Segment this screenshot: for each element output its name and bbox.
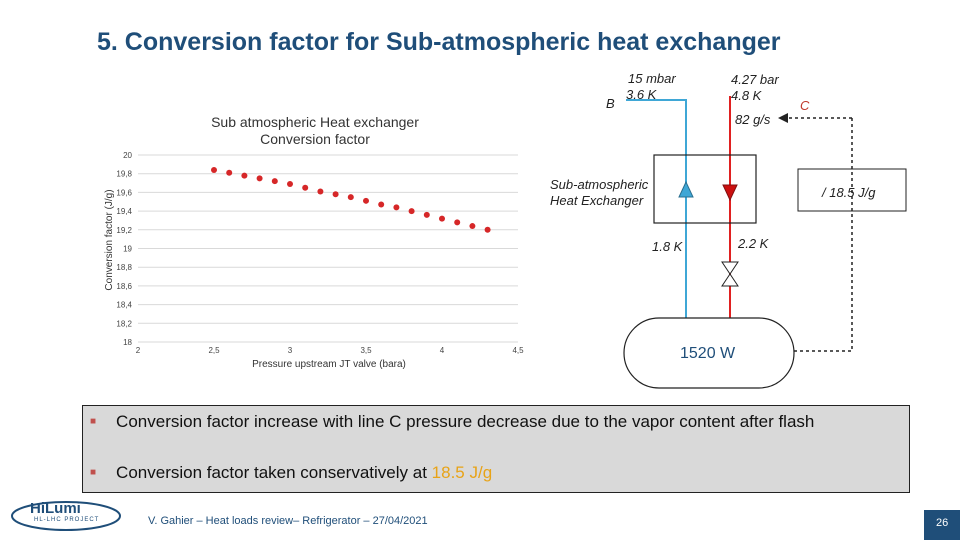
data-point (378, 201, 385, 208)
data-point (469, 223, 476, 230)
bullet-2-highlight: 18.5 J/g (431, 463, 493, 482)
hx-label-line1: Sub-atmospheric (550, 177, 649, 192)
page-number: 26 (936, 517, 949, 529)
bullet-marker: ■ (90, 416, 97, 427)
bullet-1-text: Conversion factor increase with line C p… (116, 412, 815, 431)
helium-bath (623, 317, 795, 389)
chart-x-ticks: 2 2,5 3 3,5 4 4,5 (136, 346, 524, 355)
data-point (271, 178, 278, 185)
data-point (256, 175, 263, 182)
stream-b-temp: 3.6 K (626, 87, 657, 102)
data-point (347, 194, 354, 201)
x-tick-label: 4,5 (512, 346, 524, 355)
chart-points (211, 166, 491, 233)
data-point (241, 172, 248, 179)
chart-grid (138, 154, 518, 343)
x-tick-label: 4 (440, 346, 445, 355)
y-tick-label: 19 (123, 245, 132, 254)
dashed-feedback-line (748, 118, 853, 352)
y-tick-label: 19,2 (116, 226, 132, 235)
hx-blue-triangle (678, 180, 694, 198)
jt-valve-top (721, 261, 739, 275)
label-c: C (800, 98, 810, 113)
bullet-marker: ■ (90, 467, 97, 478)
factor-label: / 18.5 J/g (822, 185, 876, 200)
stream-c-temp: 4.8 K (731, 88, 762, 103)
footer-text: V. Gahier – Heat loads review– Refrigera… (148, 515, 428, 527)
y-tick-label: 19,4 (116, 207, 132, 216)
y-tick-label: 19,6 (116, 188, 132, 197)
x-tick-label: 2,5 (208, 346, 220, 355)
temp-valve: 2.2 K (738, 236, 769, 251)
process-diagram (623, 96, 907, 389)
data-point (484, 226, 491, 233)
chart-y-ticks: 20 19,8 19,6 19,4 19,2 19 18,8 18,6 18,4 18,2 18 (116, 151, 132, 347)
hx-red-triangle (722, 184, 738, 202)
y-tick-label: 18,6 (116, 282, 132, 291)
data-point (363, 197, 369, 204)
bath-power: 1520 W (680, 345, 736, 362)
temp-cold: 1.8 K (652, 239, 683, 254)
data-point (393, 204, 400, 211)
data-point (317, 188, 324, 195)
jt-valve-bottom (721, 273, 739, 287)
y-tick-label: 19,8 (116, 170, 132, 179)
line-b (626, 99, 687, 320)
y-tick-label: 18,8 (116, 263, 132, 272)
label-b: B (606, 96, 615, 111)
hx-label-line2: Heat Exchanger (550, 193, 644, 208)
chart-title: Sub atmospheric Heat exchanger Conversio… (211, 114, 419, 147)
data-point (226, 169, 233, 176)
y-tick-label: 18 (123, 338, 132, 347)
page-number-bg (924, 510, 960, 540)
heat-exchanger-box (653, 154, 757, 224)
data-point (287, 180, 293, 187)
logo-text: HiLumi (30, 500, 81, 517)
data-point (439, 215, 445, 222)
bullet-2: ■ Conversion factor taken conservatively … (90, 463, 492, 483)
slide-title: 5. Conversion factor for Sub-atmospheric… (97, 28, 781, 56)
data-point (211, 166, 217, 173)
data-point (454, 219, 461, 226)
data-point (302, 184, 309, 191)
y-tick-label: 18,4 (116, 301, 132, 310)
y-axis-label: Conversion factor (J/g) (104, 189, 115, 290)
bullet-2-text: Conversion factor taken conservatively a… (116, 463, 432, 482)
x-tick-label: 2 (136, 346, 141, 355)
flow-rate: 82 g/s (735, 112, 771, 127)
y-tick-label: 18,2 (116, 319, 132, 328)
stream-c-pressure: 4.27 bar (731, 72, 779, 87)
logo-subtext: HL-LHC PROJECT (34, 517, 100, 523)
x-tick-label: 3 (288, 346, 293, 355)
bullet-box (82, 405, 910, 493)
x-tick-label: 3,5 (360, 346, 372, 355)
stream-b-pressure: 15 mbar (628, 71, 676, 86)
y-tick-label: 20 (123, 151, 132, 160)
bullet-1: ■ Conversion factor increase with line C … (90, 412, 814, 432)
x-axis-label: Pressure upstream JT valve (bara) (252, 359, 406, 370)
data-point (332, 191, 339, 198)
data-point (423, 211, 430, 218)
hilumi-logo-shape (11, 501, 121, 531)
factor-box (797, 168, 907, 212)
data-point (408, 208, 415, 215)
